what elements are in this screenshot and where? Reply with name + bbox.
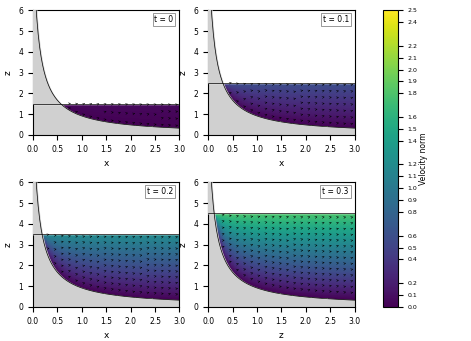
X-axis label: z: z [279, 331, 284, 340]
X-axis label: x: x [104, 331, 109, 340]
Text: t = 0.1: t = 0.1 [323, 15, 349, 24]
Text: t = 0: t = 0 [154, 15, 174, 24]
Y-axis label: z: z [179, 70, 188, 75]
Y-axis label: z: z [179, 242, 188, 247]
X-axis label: x: x [104, 159, 109, 168]
Y-axis label: z: z [4, 70, 13, 75]
X-axis label: x: x [279, 159, 284, 168]
Text: t = 0.3: t = 0.3 [323, 187, 349, 196]
Y-axis label: Velocity norm: Velocity norm [419, 132, 428, 185]
Text: t = 0.2: t = 0.2 [147, 187, 174, 196]
Y-axis label: z: z [4, 242, 13, 247]
